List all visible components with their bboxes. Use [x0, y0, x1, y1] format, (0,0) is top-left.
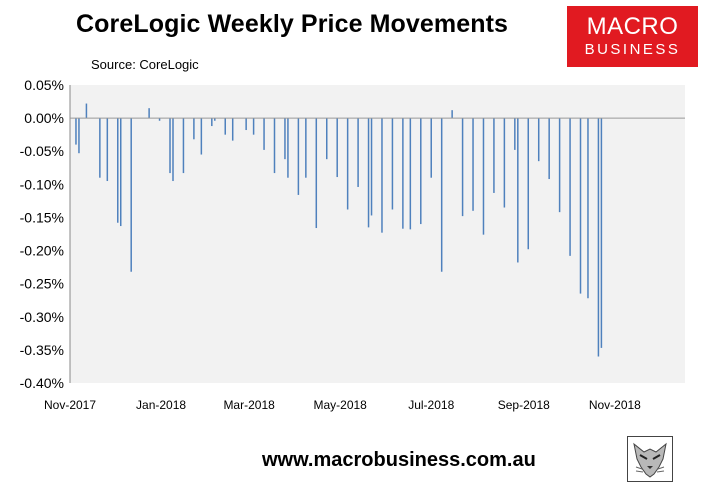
chart-title: CoreLogic Weekly Price Movements	[76, 10, 509, 38]
bar	[193, 118, 195, 140]
y-tick-label: -0.35%	[20, 342, 64, 358]
bar	[85, 103, 88, 119]
y-tick-label: 0.05%	[24, 77, 64, 93]
fox-logo	[627, 436, 673, 482]
x-tick-label: Nov-2017	[44, 398, 96, 412]
bar	[315, 118, 318, 229]
y-tick-label: -0.15%	[20, 209, 64, 225]
x-tick-label: Mar-2018	[223, 398, 275, 412]
x-tick-label: Jan-2018	[136, 398, 186, 412]
bar	[409, 118, 412, 230]
y-tick-label: -0.10%	[20, 176, 64, 192]
bar	[558, 118, 561, 213]
bar	[517, 118, 519, 263]
bar	[537, 118, 540, 162]
bar	[325, 118, 328, 160]
bar	[214, 118, 216, 121]
bar	[391, 118, 394, 210]
y-tick-label: -0.25%	[20, 276, 64, 292]
bar	[252, 118, 255, 135]
bar	[548, 118, 550, 180]
bar	[78, 118, 80, 154]
bar	[231, 118, 234, 141]
source-note: Source: CoreLogic	[91, 57, 199, 72]
y-tick-label: -0.05%	[20, 143, 64, 159]
bar	[587, 118, 589, 299]
bar	[117, 118, 119, 223]
macrobusiness-logo: MACRO BUSINESS	[567, 6, 698, 67]
bar	[569, 118, 571, 256]
plot-area	[70, 85, 685, 383]
bar	[224, 118, 226, 135]
bar	[130, 118, 132, 272]
price-movement-chart: 0.05% 0.00% -0.05% -0.10% -0.15% -0.20% -0.25%…	[20, 77, 685, 412]
bar	[172, 118, 174, 182]
bar	[482, 118, 485, 235]
bar	[346, 118, 349, 210]
bar	[451, 110, 453, 119]
logo-line-2: BUSINESS	[584, 41, 681, 58]
bar	[273, 118, 276, 174]
bar	[461, 118, 464, 217]
fox-icon	[628, 437, 672, 481]
bar	[284, 118, 286, 160]
x-tick-label: Nov-2018	[589, 398, 641, 412]
y-tick-label: -0.30%	[20, 309, 64, 325]
bar	[336, 118, 338, 178]
bar	[370, 118, 373, 216]
bar	[597, 118, 600, 357]
bar	[245, 118, 247, 131]
bar	[99, 118, 101, 178]
bar	[305, 118, 307, 178]
bar	[263, 118, 265, 150]
bar	[287, 118, 289, 178]
y-tick-label: 0.00%	[24, 110, 64, 126]
bar	[472, 118, 474, 211]
bar	[106, 118, 109, 182]
x-tick-label: May-2018	[313, 398, 367, 412]
y-tick-label: -0.40%	[20, 375, 64, 391]
bar	[158, 118, 161, 121]
bar	[297, 118, 300, 195]
bar	[75, 118, 77, 145]
bar	[182, 118, 185, 174]
bar	[120, 118, 122, 227]
bar	[200, 118, 203, 155]
logo-line-1: MACRO	[586, 13, 679, 40]
bar	[402, 118, 404, 229]
bar	[503, 118, 506, 208]
bar	[440, 118, 443, 272]
bar	[514, 118, 516, 150]
bar	[430, 118, 432, 178]
bar	[420, 118, 422, 225]
bar	[169, 118, 171, 174]
x-tick-label: Jul-2018	[408, 398, 454, 412]
bar	[579, 118, 582, 294]
bar	[367, 118, 370, 228]
bar	[600, 118, 603, 348]
bar	[527, 118, 530, 250]
bar	[148, 108, 150, 119]
bar	[357, 118, 359, 187]
footer-url: www.macrobusiness.com.au	[262, 449, 536, 471]
bar	[493, 118, 495, 193]
x-tick-label: Sep-2018	[498, 398, 550, 412]
y-tick-label: -0.20%	[20, 243, 64, 259]
bar	[211, 118, 213, 127]
bar	[381, 118, 383, 233]
